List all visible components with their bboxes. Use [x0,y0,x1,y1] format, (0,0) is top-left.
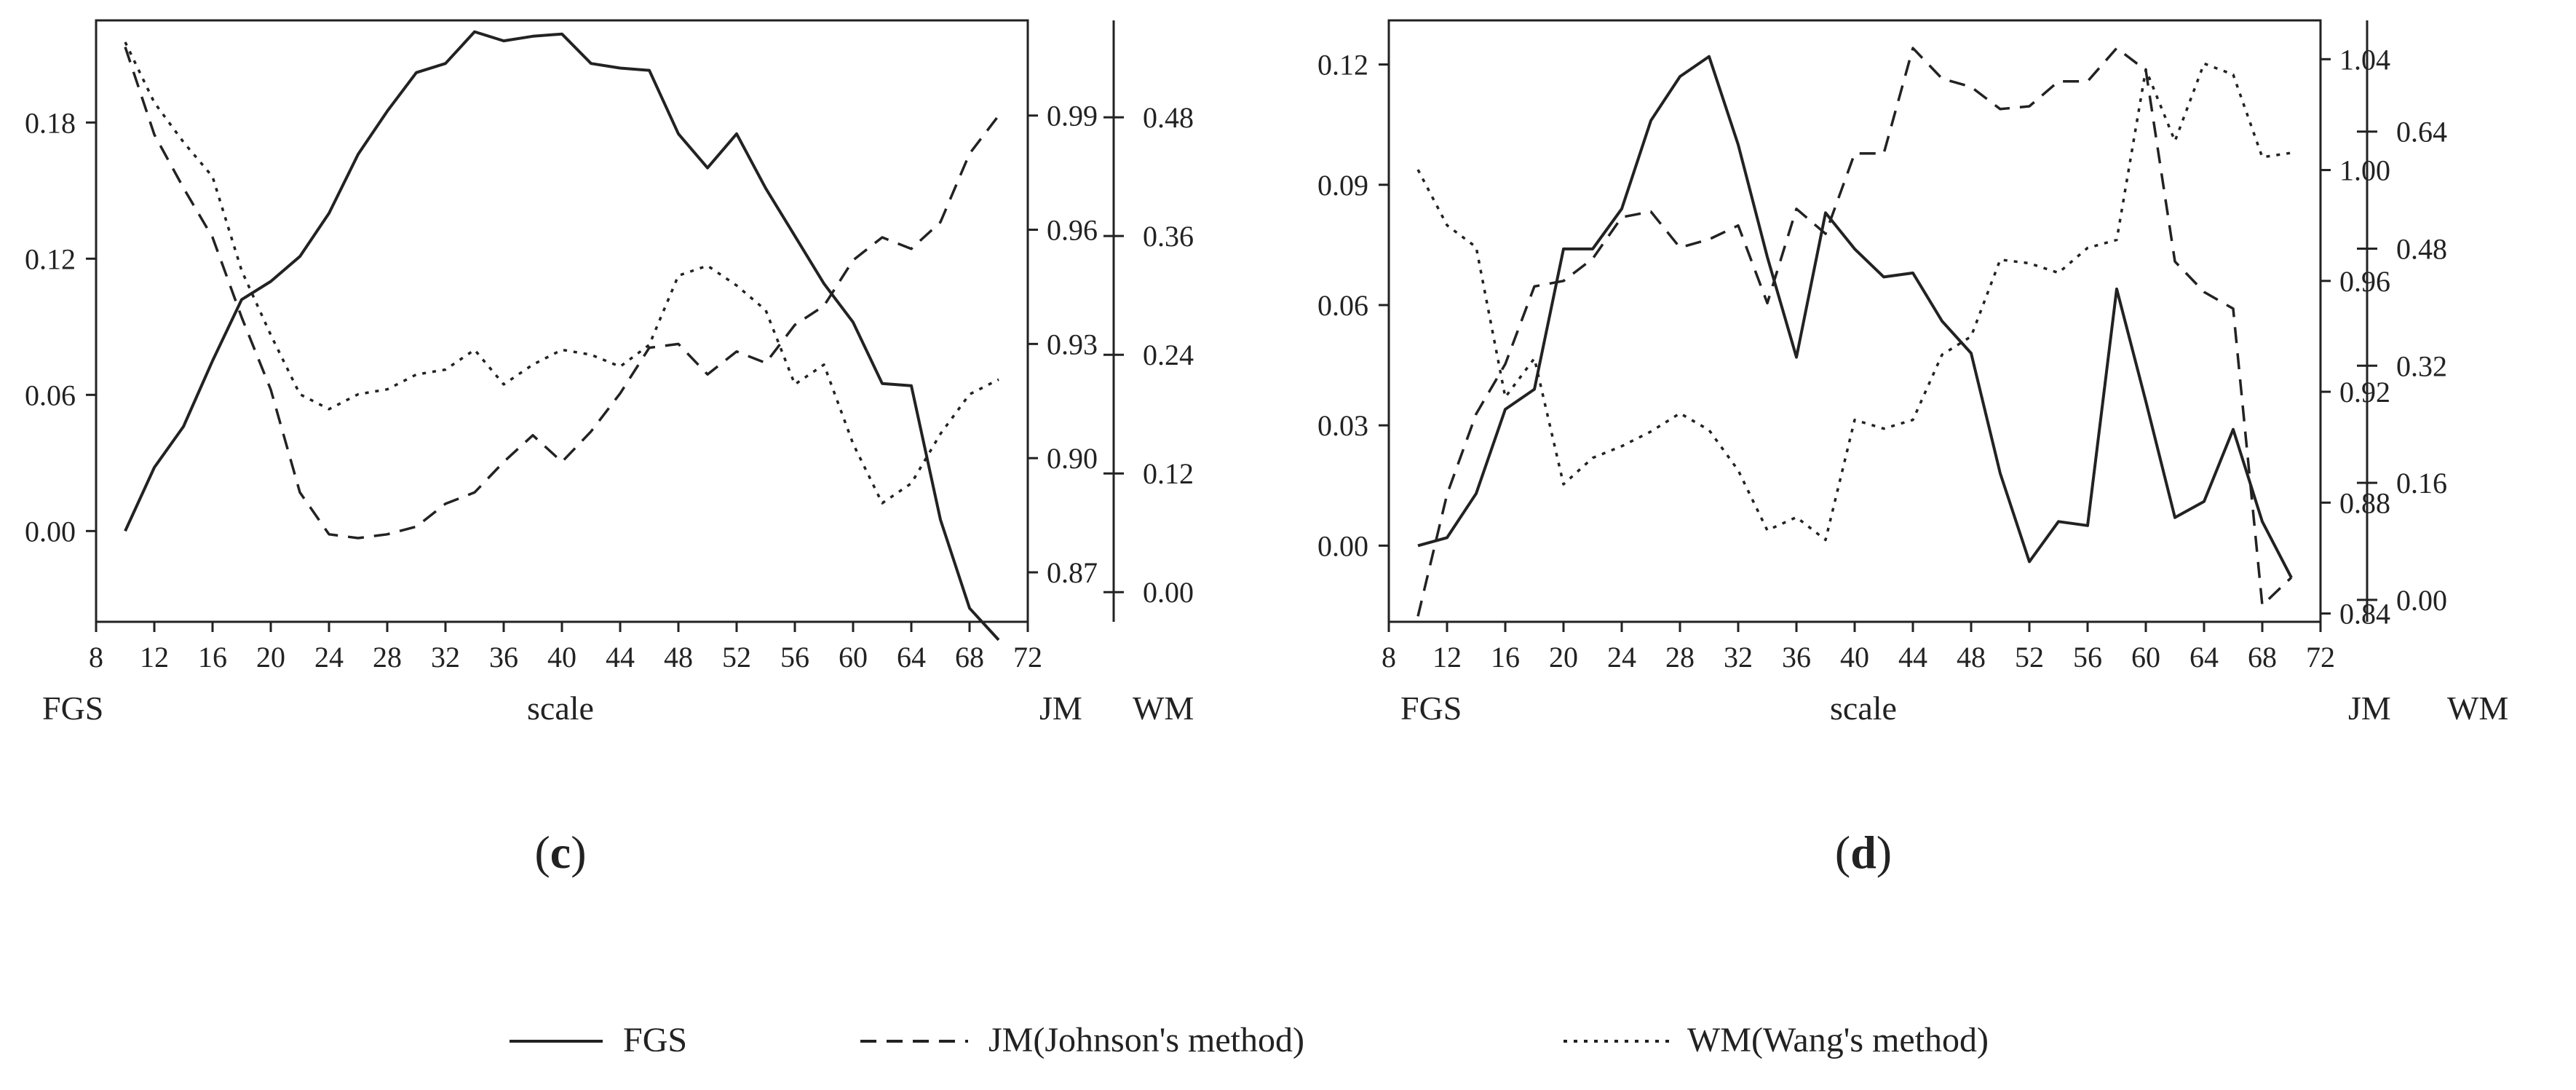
fgs-axis-title: FGS [1400,690,1462,727]
x-tick-label: 48 [664,641,693,674]
x-tick-label: 28 [373,641,402,674]
jm-tick-label: 0.88 [2339,486,2390,519]
x-tick-label: 52 [2015,641,2044,674]
x-tick-label: 48 [1957,641,1986,674]
jm-tick-label: 0.96 [1047,214,1098,247]
wm-tick-label: 0.32 [2396,349,2447,382]
x-tick-label: 60 [2131,641,2160,674]
x-tick-label: 28 [1665,641,1695,674]
x-tick-label: 56 [2073,641,2102,674]
legend-label-fgs: FGS [623,1021,687,1059]
jm-tick-label: 0.93 [1047,328,1098,360]
panel-label: (d) [1835,826,1892,878]
x-tick-label: 24 [1607,641,1636,674]
x-tick-label: 20 [1549,641,1578,674]
fgs-tick-label: 0.03 [1317,409,1368,442]
x-tick-label: 32 [431,641,460,674]
series-jm-line [124,47,1000,540]
series-wm-line [1416,62,2292,542]
panel-c: 8 12 16 20 24 28 32 36 40 44 48 52 56 60 64 68 72 0.00 0.0… [25,19,1194,878]
x-tick-label: 40 [1840,641,1869,674]
fgs-tick-label: 0.09 [1317,169,1368,202]
legend: FGS JM(Johnson's method) WM(Wang's method) [510,1021,1989,1059]
fgs-tick-label: 0.12 [1317,49,1368,82]
wm-tick-label: 0.36 [1143,220,1194,253]
fgs-tick-label: 0.06 [25,379,76,411]
x-axis-title: scale [527,690,594,727]
legend-label-wm: WM(Wang's method) [1687,1021,1989,1059]
x-tick-label: 40 [547,641,576,674]
fgs-tick-label: 0.12 [25,242,76,275]
x-tick-label: 12 [1432,641,1462,674]
series-fgs-line [124,30,1000,641]
jm-tick-label: 0.84 [2339,598,2390,631]
wm-tick-label: 0.48 [2396,233,2447,266]
x-tick-label: 64 [897,641,926,674]
x-tick-label: 16 [198,641,227,674]
x-tick-label: 52 [722,641,751,674]
jm-tick-label: 0.87 [1047,556,1098,589]
jm-tick-label: 0.90 [1047,442,1098,475]
fgs-axis-title: FGS [42,690,103,727]
plot-frame [1387,19,2322,623]
panel-label: (c) [534,826,586,878]
series-wm-line [124,42,999,505]
series-fgs-line [1417,55,2293,579]
jm-tick-label: 0.99 [1047,100,1098,133]
wm-tick-label: 0.48 [1143,101,1194,134]
x-tick-label: 8 [1382,641,1396,674]
x-tick-label: 44 [606,641,635,674]
x-axis-title: scale [1830,690,1897,727]
x-tick-label: 56 [780,641,809,674]
jm-axis-title: JM [2348,690,2391,727]
x-tick-label: 68 [2248,641,2277,674]
panel-d: 8 12 16 20 24 28 32 36 40 44 48 52 56 60 64 68 72 0.00 0.0… [1317,19,2508,878]
wm-tick-label: 0.00 [2396,584,2447,617]
x-tick-label: 72 [1013,641,1042,674]
fgs-tick-label: 0.06 [1317,289,1368,322]
x-tick-label: 64 [2189,641,2219,674]
wm-tick-label: 0.00 [1143,576,1194,609]
jm-tick-label: 1.00 [2339,154,2390,187]
wm-tick-label: 0.64 [2396,116,2447,149]
x-tick-label: 60 [839,641,868,674]
jm-tick-label: 1.04 [2339,43,2390,76]
x-tick-label: 36 [489,641,518,674]
wm-tick-label: 0.16 [2396,467,2447,499]
x-tick-label: 68 [955,641,984,674]
x-tick-label: 32 [1724,641,1753,674]
wm-axis-title: WM [2447,690,2508,727]
fgs-tick-label: 0.00 [25,515,76,548]
plot-frame [95,19,1029,623]
wm-tick-label: 0.24 [1143,339,1194,371]
legend-label-jm: JM(Johnson's method) [988,1021,1304,1059]
x-tick-label: 36 [1782,641,1811,674]
jm-tick-label: 0.96 [2339,265,2390,298]
jm-axis-title: JM [1039,690,1082,727]
x-tick-label: 44 [1898,641,1927,674]
fgs-tick-label: 0.18 [25,106,76,139]
x-tick-label: 8 [89,641,103,674]
x-tick-label: 12 [140,641,169,674]
jm-tick-label: 0.92 [2339,376,2390,408]
x-tick-label: 20 [256,641,285,674]
x-tick-label: 24 [314,641,344,674]
fgs-tick-label: 0.00 [1317,529,1368,562]
wm-tick-label: 0.12 [1143,457,1194,490]
wm-axis-title: WM [1133,690,1194,727]
series-jm-line [1416,47,2293,617]
x-tick-label: 16 [1491,641,1520,674]
x-tick-label: 72 [2306,641,2335,674]
